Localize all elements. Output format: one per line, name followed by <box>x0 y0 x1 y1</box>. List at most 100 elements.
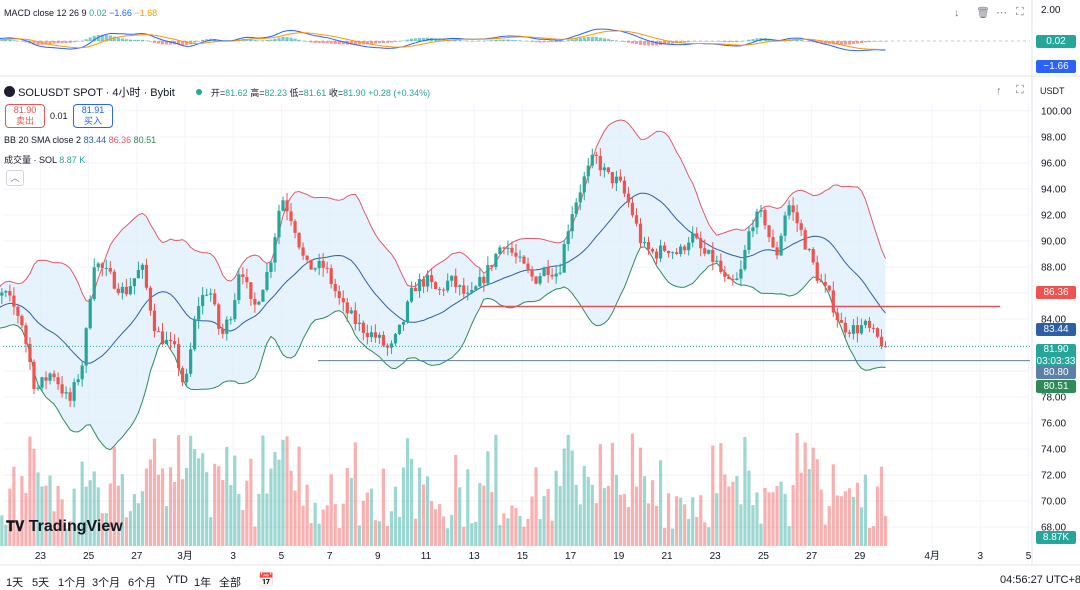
candle <box>506 247 510 249</box>
symbol-title[interactable]: SOLUSDT SPOT · 4小时 · Bybit <box>18 87 175 99</box>
maximize-icon-main[interactable]: ⛶ <box>1016 84 1024 96</box>
range-button-1[interactable]: 5天 <box>32 577 50 589</box>
bb-legend[interactable]: BB 20 SMA close 2 83.44 86.36 80.51 <box>4 135 156 145</box>
macd-hist-bar <box>365 41 369 45</box>
volume-bar <box>486 451 490 546</box>
macd-hist-tag: 0.02 <box>1036 35 1076 48</box>
buy-button[interactable]: 81.91 买入 <box>73 104 113 128</box>
range-button-5[interactable]: YTD <box>166 574 188 586</box>
candle <box>783 215 787 236</box>
candle <box>345 302 349 314</box>
candle <box>867 320 872 328</box>
macd-hist-bar <box>867 41 872 42</box>
macd-hist-bar <box>0 39 4 41</box>
volume-bar <box>32 448 36 546</box>
candle <box>217 304 221 329</box>
candle <box>417 278 422 292</box>
volume-bar <box>426 476 430 546</box>
macd-hist-bar <box>458 40 462 41</box>
range-button-7[interactable]: 全部 <box>219 577 241 589</box>
candle <box>835 312 839 321</box>
candle <box>225 319 229 334</box>
range-button-0[interactable]: 1天 <box>6 577 24 589</box>
macd-hist-bar <box>586 37 590 41</box>
candle <box>48 373 52 381</box>
candle <box>703 248 707 254</box>
last-price: 81.90 <box>1043 344 1069 355</box>
macd-hist-bar <box>72 41 76 43</box>
candle <box>96 263 100 268</box>
candle <box>68 392 72 401</box>
trash-icon[interactable]: 🗑 <box>976 7 990 19</box>
volume-bar <box>831 464 835 546</box>
macd-hist-bar <box>839 41 843 45</box>
sell-button[interactable]: 81.90 卖出 <box>5 104 45 128</box>
candle <box>0 292 4 296</box>
x-tick-label: 3 <box>230 551 236 562</box>
volume-legend[interactable]: 成交量 · SOL 8.87 K <box>4 153 85 166</box>
volume-bar <box>626 507 631 546</box>
candle <box>325 267 329 269</box>
macd-line <box>0 28 886 52</box>
candle <box>172 341 177 345</box>
macd-hist-bar <box>546 41 550 43</box>
volume-bar <box>747 470 751 546</box>
low-value: 81.61 <box>303 88 327 98</box>
bb-upper-tag: 86.36 <box>1036 286 1076 299</box>
macd-hist-bar <box>594 36 598 41</box>
collapse-legend-icon[interactable]: ︿ <box>6 170 24 186</box>
macd-hist-bar <box>261 40 265 41</box>
candle <box>12 295 16 307</box>
volume-bar <box>650 480 655 546</box>
volume-bar <box>309 523 313 546</box>
candle <box>743 250 747 270</box>
candle <box>377 334 382 338</box>
volume-bar <box>221 480 225 546</box>
currency-label[interactable]: USDT <box>1040 86 1065 96</box>
range-button-6[interactable]: 1年 <box>194 577 212 589</box>
calendar-icon[interactable]: 📅 <box>258 572 275 587</box>
volume-bar <box>72 488 76 546</box>
arrow-down-icon[interactable]: ↓ <box>954 7 960 19</box>
range-button-2[interactable]: 1个月 <box>58 577 87 589</box>
candle <box>610 172 614 184</box>
macd-hist-bar <box>823 41 827 44</box>
macd-hist-bar <box>739 41 743 42</box>
more-icon[interactable]: ⋯ <box>996 7 1007 19</box>
maximize-icon[interactable]: ⛶ <box>1016 6 1024 18</box>
volume-bar <box>128 511 132 546</box>
macd-hist-bar <box>197 41 201 42</box>
range-button-4[interactable]: 6个月 <box>128 577 157 589</box>
volume-bar <box>667 493 671 546</box>
candle <box>570 214 574 232</box>
volume-bar <box>377 521 382 546</box>
arrow-up-icon[interactable]: ↑ <box>996 85 1002 97</box>
candle <box>675 252 679 255</box>
candle <box>193 319 197 350</box>
macd-hist-bar <box>703 41 707 42</box>
volume-bar <box>867 527 872 546</box>
volume-bar <box>393 486 398 546</box>
volume-bar <box>56 486 60 546</box>
macd-hist-bar <box>369 41 373 44</box>
macd-hist-bar <box>68 41 72 43</box>
volume-bar <box>413 518 418 546</box>
volume-bar <box>807 468 811 546</box>
candle <box>626 193 631 203</box>
macd-hist-bar <box>120 38 124 41</box>
candle <box>667 250 671 254</box>
candle <box>522 256 526 264</box>
candle <box>20 315 24 326</box>
y-tick-label: 88.00 <box>1041 262 1066 273</box>
volume-bar <box>305 484 309 546</box>
macd-hist-bar <box>602 38 606 41</box>
candle <box>112 271 116 289</box>
volume-bar <box>369 488 373 546</box>
range-button-3[interactable]: 3个月 <box>92 577 121 589</box>
candle <box>233 300 237 320</box>
candle <box>598 155 602 171</box>
candle <box>100 263 104 269</box>
macd-hist-bar <box>144 40 149 42</box>
candle <box>658 245 663 259</box>
